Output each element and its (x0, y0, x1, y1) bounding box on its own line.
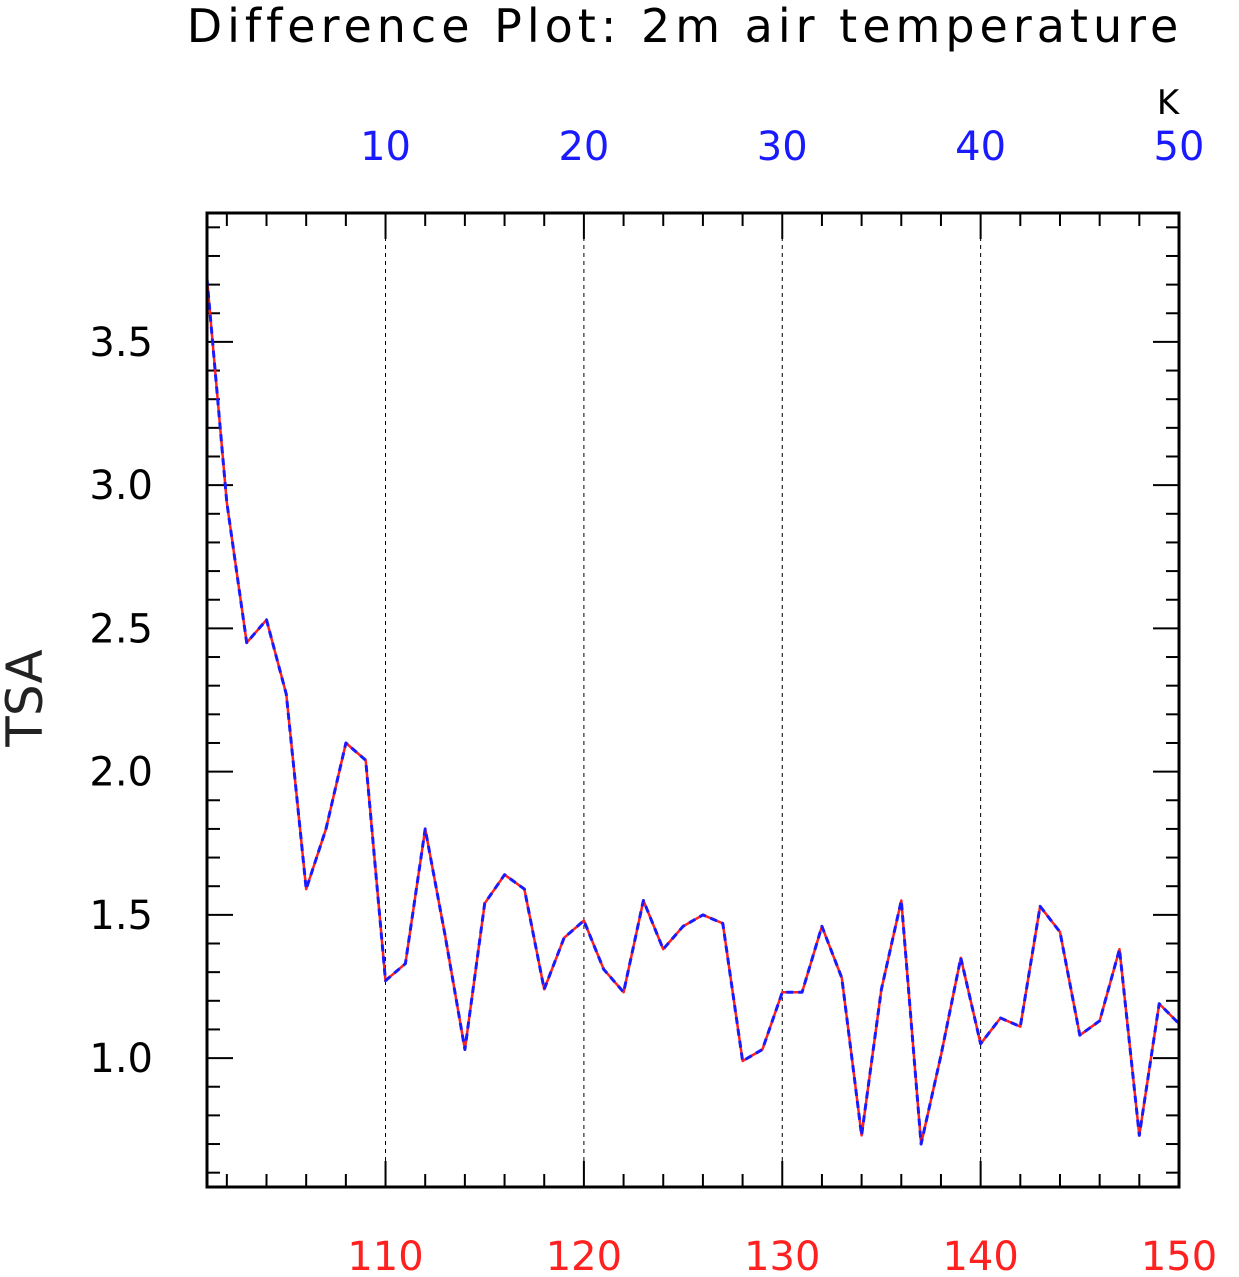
x-top-tick-label: 20 (558, 124, 609, 170)
y-tick-label: 2.0 (89, 750, 153, 796)
x-top-tick-label: 10 (360, 124, 411, 170)
x-bottom-tick-label: 140 (942, 1234, 1018, 1277)
series-line-2 (205, 278, 1181, 1146)
y-tick-label: 2.5 (89, 606, 153, 652)
x-bottom-tick-label: 120 (546, 1234, 622, 1277)
chart-title: Difference Plot: 2m air temperature (187, 0, 1184, 53)
units-label: K (1157, 83, 1181, 123)
x-top-tick-label: 50 (1154, 124, 1205, 170)
vertical-grid (385, 213, 982, 1187)
x-bottom-tick-label: 150 (1141, 1234, 1217, 1277)
x-top-tick-label: 30 (757, 124, 808, 170)
y-tick-label: 3.0 (89, 463, 153, 509)
y-axis-label: TSA (0, 649, 54, 747)
series-line-1 (205, 278, 1180, 1146)
x-bottom-tick-label: 130 (744, 1234, 820, 1277)
y-tick-label: 3.5 (89, 320, 153, 366)
y-tick-label: 1.0 (89, 1036, 153, 1082)
y-tick-label: 1.5 (89, 893, 153, 939)
x-top-tick-label: 40 (955, 124, 1006, 170)
axis-ticks (207, 213, 1180, 1187)
x-bottom-tick-label: 110 (347, 1234, 423, 1277)
series-lines (205, 278, 1181, 1146)
plot-frame (205, 211, 1181, 1189)
tick-labels: 1.0 1.5 2.0 2.5 3.0 3.5 110 120 130 140 150 10 20 30 4… (89, 124, 1217, 1277)
